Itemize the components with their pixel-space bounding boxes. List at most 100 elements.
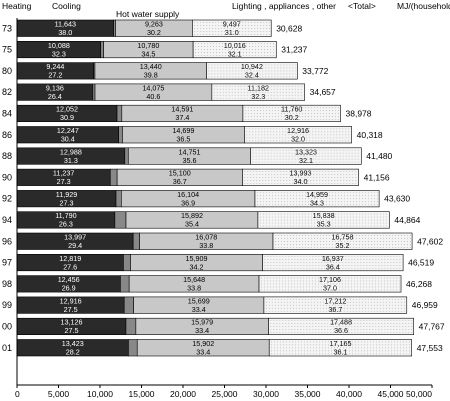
dot-texture <box>357 268 359 269</box>
dot-texture <box>211 67 213 69</box>
dot-texture <box>392 247 393 248</box>
data-label-value: 13,993 <box>290 169 312 178</box>
dot-texture <box>348 134 350 136</box>
dot-texture <box>298 183 300 184</box>
dot-texture <box>384 265 386 266</box>
dot-texture <box>276 259 278 260</box>
dot-texture <box>262 171 264 172</box>
dot-texture <box>403 304 405 306</box>
dot-texture <box>312 280 313 282</box>
dot-texture <box>356 244 357 245</box>
dot-texture <box>245 22 247 23</box>
dot-texture <box>375 323 377 324</box>
dot-texture <box>276 149 278 151</box>
dot-texture <box>339 265 341 266</box>
dot-texture <box>262 219 264 221</box>
dot-texture <box>397 347 398 349</box>
dot-texture <box>365 235 366 236</box>
dot-texture <box>327 268 329 269</box>
dot-texture <box>393 262 395 263</box>
dot-texture <box>389 247 390 248</box>
dot-texture <box>279 134 281 136</box>
data-label-value: 10,016 <box>224 41 246 50</box>
dot-texture <box>332 238 333 239</box>
dot-texture <box>243 85 245 87</box>
dot-texture <box>322 201 324 203</box>
dot-texture <box>241 64 243 66</box>
dot-texture <box>361 350 362 352</box>
data-label-percent: 32.1 <box>299 156 313 165</box>
dot-texture <box>206 31 208 32</box>
dot-texture <box>372 286 373 288</box>
dot-texture <box>289 301 291 303</box>
dot-texture <box>381 332 383 333</box>
dot-texture <box>330 323 332 324</box>
dot-texture <box>264 262 266 263</box>
dot-texture <box>321 320 323 321</box>
dot-texture <box>219 91 221 93</box>
dot-texture <box>398 247 399 248</box>
dot-texture <box>295 204 297 206</box>
dot-texture <box>304 298 306 300</box>
dot-texture <box>270 155 272 157</box>
dot-texture <box>310 353 311 355</box>
dot-texture <box>306 277 307 279</box>
data-label-percent: 33.8 <box>187 284 201 293</box>
dot-texture <box>289 180 291 181</box>
dot-texture <box>300 85 302 87</box>
dot-texture <box>292 110 294 111</box>
dot-texture <box>285 161 287 163</box>
dot-texture <box>347 241 348 242</box>
dot-texture <box>295 344 296 346</box>
dot-texture <box>283 204 285 206</box>
dot-texture <box>381 286 382 288</box>
dot-texture <box>347 244 348 245</box>
dot-texture <box>337 347 338 349</box>
dot-texture <box>406 344 407 346</box>
dot-texture <box>309 140 311 142</box>
dot-texture <box>286 110 288 111</box>
dot-texture <box>336 128 338 130</box>
dot-texture <box>292 204 294 206</box>
dot-texture <box>354 283 355 285</box>
dot-texture <box>304 350 305 352</box>
dot-texture <box>361 198 363 200</box>
dot-texture <box>364 195 366 197</box>
data-label-percent: 34.2 <box>190 262 204 271</box>
dot-texture <box>346 222 348 224</box>
dot-texture <box>319 110 321 111</box>
dot-texture <box>309 323 311 324</box>
dot-texture <box>355 310 357 312</box>
dot-texture <box>355 183 357 184</box>
dot-texture <box>352 298 354 300</box>
dot-texture <box>264 268 266 269</box>
dot-texture <box>302 241 303 242</box>
dot-texture <box>292 201 294 203</box>
dot-texture <box>381 280 382 282</box>
dot-texture <box>376 310 378 312</box>
dot-texture <box>279 326 281 327</box>
dot-texture <box>252 97 254 99</box>
dot-texture <box>313 347 314 349</box>
dot-texture <box>334 177 336 178</box>
dot-texture <box>381 289 382 291</box>
dot-texture <box>247 107 249 108</box>
dot-texture <box>349 174 351 175</box>
dot-texture <box>253 113 255 114</box>
dot-texture <box>342 256 344 257</box>
dot-texture <box>310 183 312 184</box>
dot-texture <box>277 344 278 346</box>
dot-texture <box>315 280 316 282</box>
dot-texture <box>360 277 361 279</box>
dot-texture <box>343 219 345 221</box>
dot-texture <box>407 238 408 239</box>
dot-texture <box>390 259 392 260</box>
year-label: 01 <box>2 343 12 353</box>
dot-texture <box>320 238 321 239</box>
dot-texture <box>267 289 268 291</box>
dot-texture <box>391 347 392 349</box>
dot-texture <box>273 52 274 53</box>
total-label: 44,864 <box>394 215 420 225</box>
dot-texture <box>244 171 246 172</box>
dot-texture <box>353 241 354 242</box>
